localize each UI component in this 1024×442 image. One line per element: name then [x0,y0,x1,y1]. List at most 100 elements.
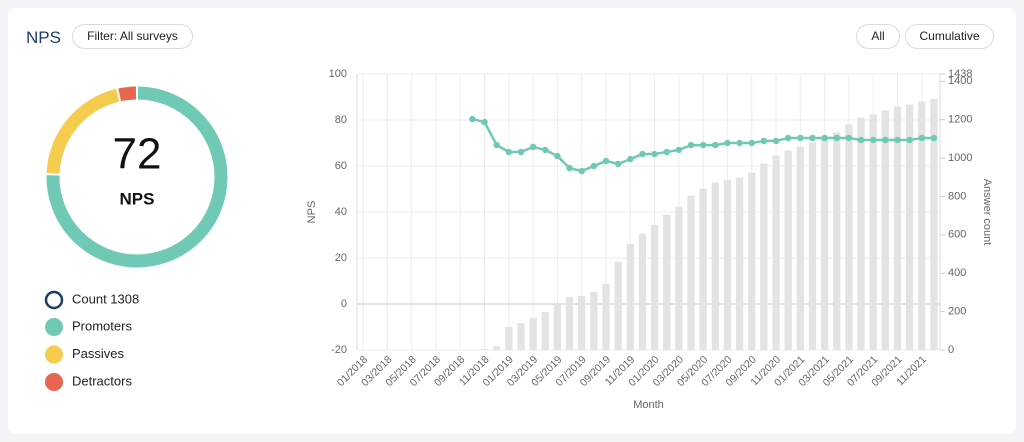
all-button[interactable]: All [856,24,900,49]
bar [650,224,659,350]
line-point [469,115,476,123]
line-point [651,150,658,158]
line-point [809,134,816,142]
line-point [542,146,549,154]
cumulative-button[interactable]: Cumulative [905,24,994,49]
bar [893,106,902,351]
y2-tick-label: 200 [948,306,966,318]
bar [820,137,829,350]
bar [578,295,586,350]
line-point [760,137,768,145]
line-point [614,160,622,168]
line-point [566,164,573,172]
line-point [687,141,695,149]
bar [505,326,513,350]
line-point [554,152,561,160]
y2-tick-label: 1200 [948,114,972,126]
donut-slice [118,86,137,102]
bar [905,104,914,350]
line-point [724,139,731,147]
line-point [882,136,889,144]
bar [808,142,817,350]
bar [881,110,889,350]
line-point [602,157,610,165]
line-point [663,148,670,156]
bar [687,195,695,350]
line-point [505,148,513,156]
line-point [481,118,488,126]
bar [748,172,756,350]
bar [517,323,525,350]
bar [918,101,926,350]
bar [723,179,732,350]
line-point [517,148,525,156]
bar [735,177,744,350]
bar [614,261,622,350]
bar [845,124,853,350]
legend-label: Passives [72,346,125,361]
legend-marker [45,318,63,336]
line-point [833,134,840,142]
y2-tick-label: 400 [948,267,966,279]
bar [796,146,804,350]
line-point [627,155,634,163]
bar [480,349,489,350]
line-point [748,139,755,147]
card-title: NPS [26,28,61,47]
line-point [857,136,865,144]
y-tick-label: 80 [335,114,347,126]
bar [626,243,634,350]
bar [930,98,938,350]
line-point [675,146,683,154]
line-point [578,167,585,175]
filter-button[interactable]: Filter: All surveys [72,24,193,49]
y-tick-label: 0 [341,298,347,310]
bar [833,132,841,350]
bar [590,291,598,350]
line-point [845,134,853,142]
center-value: 72 [113,130,162,179]
bar [784,150,792,350]
y2-axis-label: Answer count [981,179,993,246]
legend-label: Promoters [72,318,132,333]
legend-count: Count 1308 [72,291,139,306]
bar [493,346,501,350]
legend-marker [45,373,63,391]
line-point [918,134,925,142]
line-point [493,141,500,149]
line-point [906,136,913,144]
y2-tick-label: 1438 [948,68,972,80]
x-axis-label: Month [633,399,664,411]
y2-tick-label: 800 [948,190,966,202]
y-tick-label: 40 [335,206,347,218]
line-point [529,143,537,151]
line-point [869,136,877,144]
line-point [797,134,804,142]
y-tick-label: 100 [329,68,347,80]
y-tick-label: -20 [331,344,347,356]
y2-tick-label: 1400 [948,75,972,87]
donut-slice [46,86,228,268]
line-point [821,134,828,142]
donut-slice [46,88,120,174]
bar [772,155,780,350]
bar [663,214,671,350]
bar [553,302,562,350]
legend-marker [45,345,63,364]
bar [711,182,719,350]
line-point [894,136,901,144]
bar [541,311,549,350]
bar [529,317,537,350]
line-point [784,134,792,142]
line-point [639,150,646,158]
line-point [712,141,719,149]
bar [857,117,865,350]
bar [699,188,707,350]
line-point [590,162,598,170]
bar [760,163,768,350]
line-point [930,134,938,142]
bar [638,233,647,350]
legend-count-marker [44,290,64,310]
y2-tick-label: 1000 [948,152,972,164]
